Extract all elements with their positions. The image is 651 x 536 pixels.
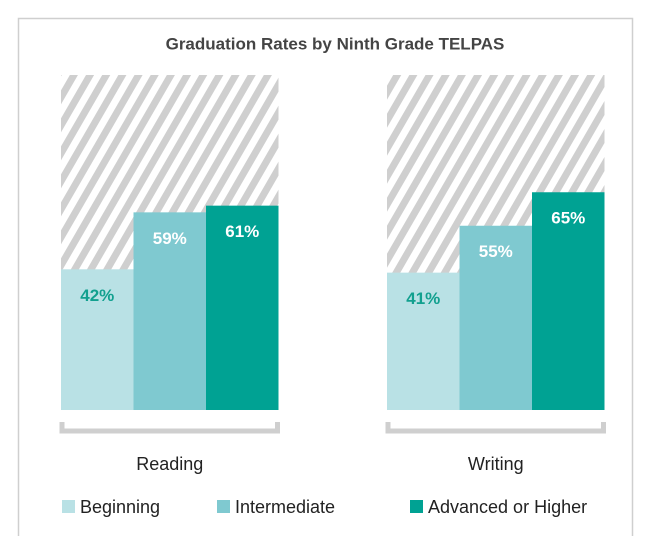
group-bracket [59, 422, 280, 434]
data-label: 42% [80, 286, 114, 305]
legend-swatch [217, 500, 230, 513]
category-label: Writing [468, 454, 524, 474]
data-label: 65% [551, 209, 585, 228]
bar [387, 272, 460, 410]
bar [133, 212, 206, 410]
legend-swatch [62, 500, 75, 513]
chart-title: Graduation Rates by Ninth Grade TELPAS [166, 34, 505, 53]
bar [61, 269, 134, 410]
data-label: 55% [479, 242, 513, 261]
data-label: 61% [225, 222, 259, 241]
data-label: 41% [406, 289, 440, 308]
bar [459, 225, 532, 410]
legend-label: Advanced or Higher [428, 497, 587, 517]
legend-label: Beginning [80, 497, 160, 517]
legend-swatch [410, 500, 423, 513]
bar [206, 205, 279, 410]
category-label: Reading [136, 454, 203, 474]
data-label: 59% [153, 229, 187, 248]
bar [532, 192, 605, 410]
legend-label: Intermediate [235, 497, 335, 517]
group-bracket [385, 422, 606, 434]
frame [17, 17, 634, 536]
